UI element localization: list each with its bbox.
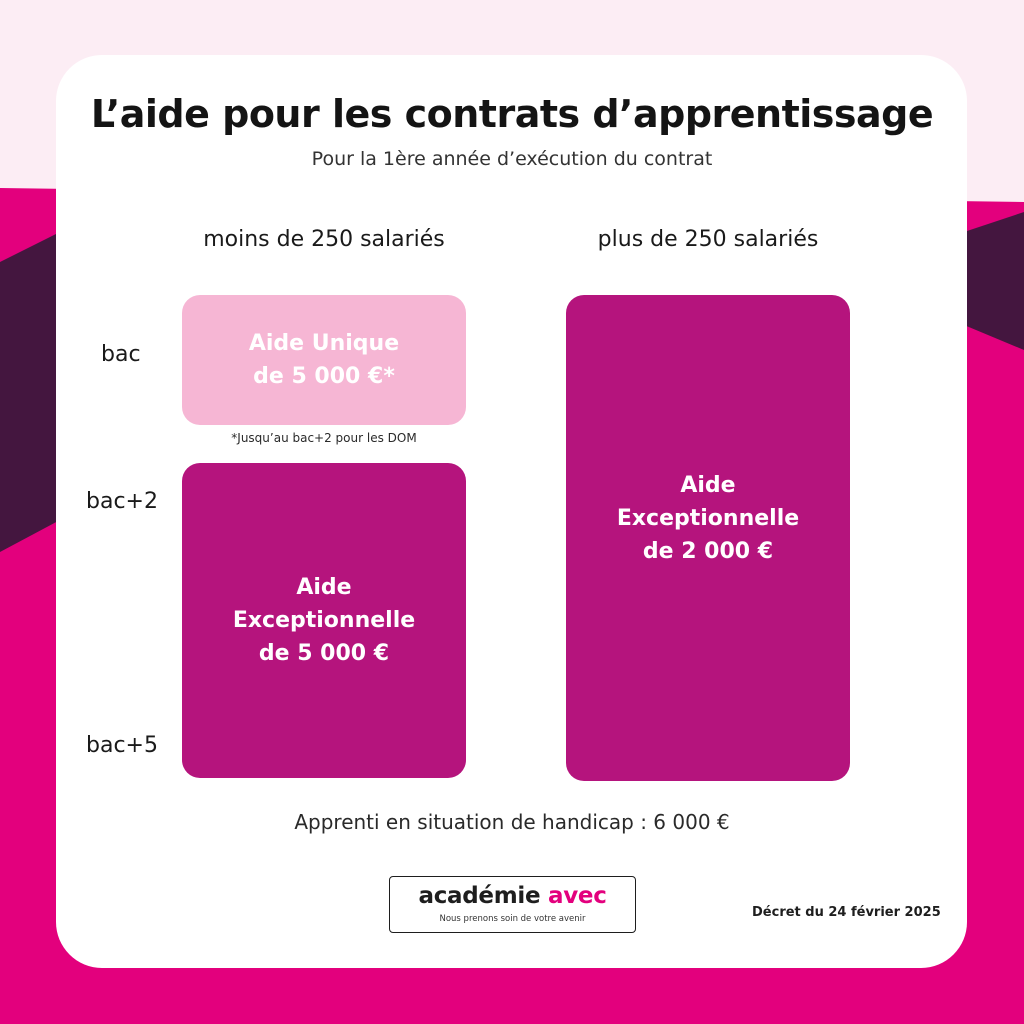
aide-exceptionnelle-large-line3: de 2 000 €: [642, 539, 774, 564]
column-header-large-companies: plus de 250 salariés: [597, 227, 819, 252]
logo-tagline: Nous prenons soin de votre avenir: [439, 914, 586, 924]
academie-avec-logo: académie avec Nous prenons soin de votre…: [389, 876, 636, 933]
aide-unique-line2: de 5 000 €*: [253, 364, 395, 389]
aide-exceptionnelle-small-line2: Exceptionnelle: [232, 608, 416, 633]
handicap-note: Apprenti en situation de handicap : 6 00…: [294, 810, 730, 834]
aide-exceptionnelle-small-box: Aide Exceptionnelle de 5 000 €: [182, 463, 466, 778]
logo-word-academie: académie: [418, 883, 541, 909]
column-header-small-companies: moins de 250 salariés: [203, 227, 445, 252]
aide-exceptionnelle-large-box: Aide Exceptionnelle de 2 000 €: [566, 295, 850, 781]
decree-date: Décret du 24 février 2025: [752, 905, 941, 920]
page-title: L’aide pour les contrats d’apprentissage: [90, 92, 934, 136]
logo-wordmark: académie avec: [390, 883, 635, 909]
background-plum-shape-right: [964, 212, 1024, 350]
page-subtitle: Pour la 1ère année d’exécution du contra…: [311, 148, 713, 170]
aide-unique-box: Aide Unique de 5 000 €*: [182, 295, 466, 425]
aide-unique-line1: Aide Unique: [248, 331, 400, 356]
row-label-bac-plus-2: bac+2: [86, 489, 158, 514]
row-label-bac-plus-5: bac+5: [86, 733, 158, 758]
aide-exceptionnelle-small-line1: Aide: [296, 575, 352, 600]
aide-exceptionnelle-small-line3: de 5 000 €: [258, 641, 390, 666]
logo-word-avec: avec: [547, 883, 607, 909]
aide-exceptionnelle-large-line2: Exceptionnelle: [616, 506, 800, 531]
dom-footnote: *Jusqu’au bac+2 pour les DOM: [231, 431, 417, 445]
row-label-bac: bac: [101, 342, 141, 367]
aide-exceptionnelle-large-line1: Aide: [680, 473, 736, 498]
background-plum-shape-left: [0, 232, 60, 552]
